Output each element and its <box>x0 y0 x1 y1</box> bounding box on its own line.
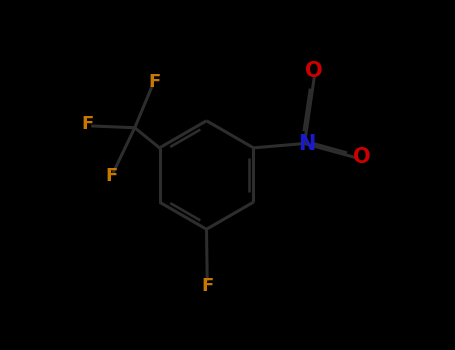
Text: O: O <box>305 61 323 81</box>
Text: F: F <box>148 72 160 91</box>
Text: F: F <box>201 277 213 295</box>
Text: O: O <box>353 147 370 168</box>
Text: F: F <box>106 167 118 185</box>
Text: N: N <box>298 133 316 154</box>
Text: F: F <box>81 115 94 133</box>
